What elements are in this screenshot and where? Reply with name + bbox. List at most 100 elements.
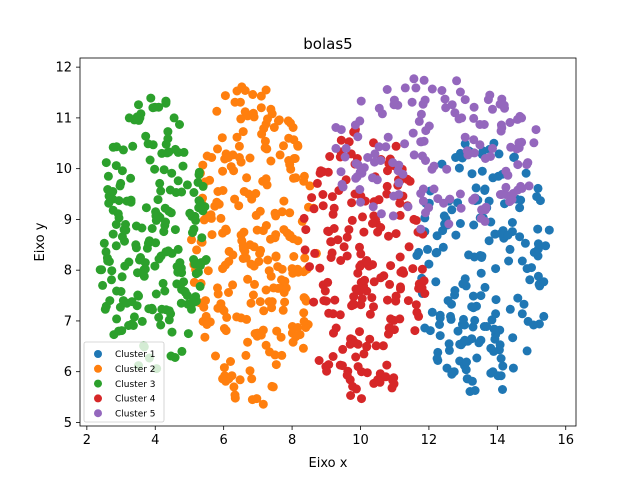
point-cluster-5 [416,109,426,119]
point-cluster-4 [383,295,392,305]
point-cluster-5 [376,209,386,219]
point-cluster-4 [347,215,357,225]
point-cluster-3 [143,139,153,149]
point-cluster-3 [195,197,205,207]
point-cluster-5 [353,132,363,142]
point-cluster-2 [278,305,288,315]
point-cluster-5 [414,116,424,126]
point-cluster-2 [205,175,215,185]
point-cluster-3 [159,165,169,175]
point-cluster-4 [342,251,352,261]
point-cluster-1 [529,320,539,330]
point-cluster-5 [355,185,365,194]
point-cluster-5 [363,153,373,162]
point-cluster-2 [226,357,235,366]
point-cluster-3 [111,241,121,251]
point-cluster-1 [438,242,448,252]
point-cluster-4 [316,166,326,176]
point-cluster-2 [283,116,293,126]
point-cluster-3 [170,353,180,362]
x-tick-label: 14 [489,433,506,448]
point-cluster-1 [493,371,503,381]
point-cluster-3 [133,268,142,278]
point-cluster-3 [189,188,199,197]
point-cluster-1 [435,331,445,341]
point-cluster-2 [218,186,228,195]
chart-title: bolas5 [303,35,352,53]
point-cluster-3 [165,185,175,195]
point-cluster-5 [447,100,457,110]
point-cluster-5 [418,184,428,194]
point-cluster-2 [219,306,229,316]
point-cluster-3 [148,103,158,113]
point-cluster-4 [395,198,405,208]
point-cluster-2 [256,103,266,113]
point-cluster-4 [312,178,322,188]
point-cluster-3 [188,297,198,307]
point-cluster-4 [369,277,379,287]
point-cluster-2 [229,382,239,392]
point-cluster-3 [188,228,197,238]
point-cluster-5 [485,90,495,100]
legend-marker [94,409,102,418]
point-cluster-3 [147,224,157,233]
point-cluster-5 [370,149,380,159]
point-cluster-4 [324,227,334,237]
point-cluster-2 [285,230,295,240]
point-cluster-2 [234,141,244,151]
point-cluster-4 [359,227,369,237]
x-ticks: 2 4 6 8 10 12 14 16 [83,426,574,448]
point-cluster-5 [382,85,392,94]
point-cluster-4 [307,193,317,203]
point-cluster-3 [128,141,138,151]
point-cluster-4 [395,210,405,220]
point-cluster-4 [342,232,352,242]
point-cluster-3 [116,287,126,296]
point-cluster-5 [514,143,524,153]
point-cluster-4 [395,314,405,324]
point-cluster-2 [288,337,298,347]
point-cluster-1 [503,230,513,240]
point-cluster-4 [326,237,336,247]
point-cluster-1 [454,163,464,173]
point-cluster-1 [461,365,471,375]
point-cluster-5 [529,138,539,148]
point-cluster-3 [114,213,124,223]
point-cluster-2 [255,206,265,216]
y-tick-label: 6 [64,365,72,380]
x-tick-label: 16 [557,433,574,448]
plot-frame [79,57,577,427]
point-cluster-4 [396,284,405,294]
x-tick-label: 10 [352,433,369,448]
point-cluster-1 [533,251,543,261]
point-cluster-5 [416,224,426,234]
point-cluster-4 [347,198,357,208]
point-cluster-4 [386,261,396,271]
point-cluster-1 [505,244,515,254]
point-cluster-2 [192,245,202,255]
point-cluster-4 [395,252,405,262]
point-cluster-3 [134,100,143,110]
point-cluster-1 [439,211,449,221]
point-cluster-1 [467,376,477,386]
y-tick-label: 9 [64,213,72,228]
point-cluster-5 [400,139,410,149]
point-cluster-1 [447,205,457,215]
point-cluster-3 [107,275,116,285]
point-cluster-3 [95,265,105,275]
point-cluster-5 [516,181,526,191]
point-cluster-2 [228,280,238,290]
point-cluster-4 [375,377,385,387]
point-cluster-5 [480,154,490,163]
point-cluster-2 [270,350,280,360]
point-cluster-3 [112,314,122,324]
point-cluster-5 [440,94,450,104]
point-cluster-1 [504,256,514,266]
point-cluster-5 [497,190,507,199]
point-cluster-1 [486,343,496,353]
point-cluster-3 [158,278,168,288]
point-cluster-2 [249,242,259,252]
point-cluster-5 [442,164,452,174]
point-cluster-5 [400,83,410,93]
point-cluster-4 [346,391,356,400]
